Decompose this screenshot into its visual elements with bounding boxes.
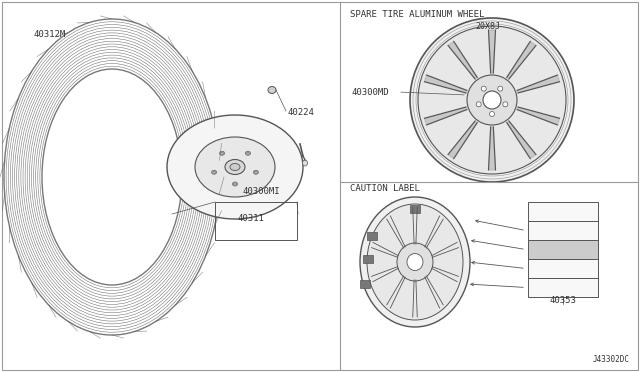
Ellipse shape <box>360 197 470 327</box>
Bar <box>410 205 420 213</box>
Circle shape <box>410 18 574 182</box>
Circle shape <box>490 112 495 116</box>
Bar <box>215 202 297 240</box>
Text: 40224: 40224 <box>288 108 315 116</box>
Polygon shape <box>517 75 559 93</box>
Ellipse shape <box>167 115 303 219</box>
Bar <box>528 221 598 240</box>
Polygon shape <box>448 41 477 79</box>
Polygon shape <box>507 41 536 79</box>
Ellipse shape <box>195 137 275 197</box>
Text: 40300MD: 40300MD <box>352 87 390 96</box>
Ellipse shape <box>268 87 276 93</box>
Ellipse shape <box>245 151 250 155</box>
Text: 40300MI: 40300MI <box>242 187 280 196</box>
Polygon shape <box>507 121 536 158</box>
Bar <box>528 240 598 259</box>
Bar <box>528 259 598 278</box>
Circle shape <box>467 75 517 125</box>
Ellipse shape <box>407 253 423 270</box>
Ellipse shape <box>230 164 240 170</box>
Ellipse shape <box>397 243 433 281</box>
Bar <box>363 255 373 263</box>
Ellipse shape <box>220 151 225 155</box>
Text: 40353: 40353 <box>550 296 577 305</box>
Text: SPARE TIRE ALUMINUM WHEEL: SPARE TIRE ALUMINUM WHEEL <box>350 10 484 19</box>
Polygon shape <box>488 127 495 170</box>
Ellipse shape <box>303 160 307 166</box>
Ellipse shape <box>212 171 216 173</box>
Text: 40312M: 40312M <box>34 29 66 38</box>
Ellipse shape <box>212 170 216 174</box>
Text: 40311: 40311 <box>237 214 264 222</box>
Text: CAUTION LABEL: CAUTION LABEL <box>350 184 420 193</box>
Circle shape <box>481 86 486 91</box>
Circle shape <box>483 91 501 109</box>
Ellipse shape <box>246 152 250 154</box>
Bar <box>360 280 370 288</box>
Ellipse shape <box>255 171 257 173</box>
Polygon shape <box>424 75 467 93</box>
Bar <box>528 278 598 297</box>
Circle shape <box>498 86 503 91</box>
Bar <box>528 202 598 221</box>
Bar <box>367 232 377 240</box>
Polygon shape <box>424 107 467 125</box>
Circle shape <box>503 102 508 107</box>
Ellipse shape <box>232 182 237 186</box>
Polygon shape <box>517 107 559 125</box>
Polygon shape <box>448 121 477 158</box>
Polygon shape <box>488 30 495 73</box>
Ellipse shape <box>221 152 223 154</box>
Ellipse shape <box>367 204 463 320</box>
Text: 20X8J: 20X8J <box>476 22 500 31</box>
Text: J43302DC: J43302DC <box>593 355 630 364</box>
Ellipse shape <box>225 160 245 174</box>
Ellipse shape <box>234 183 237 185</box>
Ellipse shape <box>253 170 259 174</box>
Circle shape <box>476 102 481 107</box>
Circle shape <box>418 26 566 174</box>
